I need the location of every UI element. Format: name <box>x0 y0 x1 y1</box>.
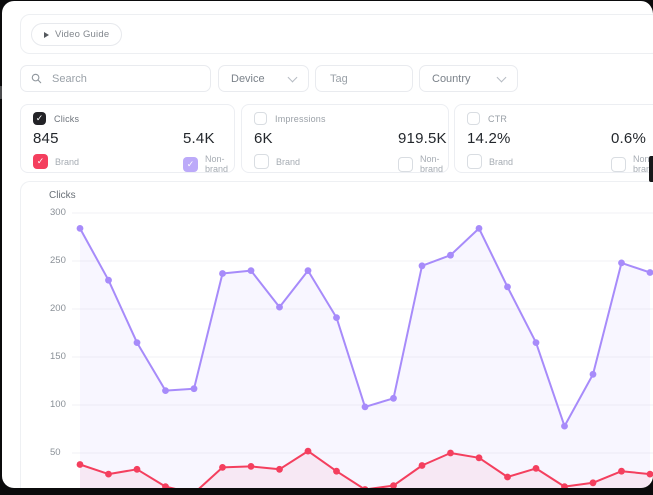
scrollbar-thumb[interactable] <box>649 156 653 182</box>
nonbrand-checkbox[interactable]: ✓ <box>183 156 198 172</box>
metric-label: Clicks <box>54 113 80 124</box>
chevron-down-icon <box>287 72 298 82</box>
brand-checkbox[interactable] <box>254 154 269 169</box>
video-guide-button[interactable]: Video Guide <box>31 23 123 46</box>
nonbrand-label: Non-brand <box>420 154 444 174</box>
search-icon <box>31 73 42 84</box>
chevron-down-icon <box>496 72 507 82</box>
chart-card <box>20 181 653 488</box>
search-box[interactable] <box>20 65 211 92</box>
brand-value: 845 <box>33 130 59 147</box>
video-guide-label: Video Guide <box>55 29 110 40</box>
clicks-checkbox[interactable]: ✓ <box>33 112 46 125</box>
search-input[interactable] <box>50 71 200 86</box>
nonbrand-value: 0.6% <box>611 130 646 147</box>
device-select-label: Device <box>231 72 265 85</box>
impressions-checkbox[interactable] <box>254 112 267 125</box>
brand-value: 14.2% <box>467 130 511 147</box>
y-axis-tick: 50 <box>50 447 61 458</box>
brand-label: Brand <box>276 156 301 167</box>
chart-title: Clicks <box>49 190 76 201</box>
brand-checkbox[interactable] <box>467 154 482 169</box>
tag-input[interactable] <box>328 71 400 86</box>
metric-card-clicks: ✓ Clicks 845 5.4K ✓ Brand ✓ Non-brand <box>20 104 235 174</box>
nonbrand-checkbox[interactable] <box>398 156 413 172</box>
nonbrand-value: 5.4K <box>183 130 215 147</box>
y-axis-tick: 100 <box>50 399 66 410</box>
play-icon <box>44 31 49 38</box>
nonbrand-label: Non-brand <box>633 154 653 174</box>
ctr-checkbox[interactable] <box>467 112 480 125</box>
nonbrand-label: Non-brand <box>205 154 229 174</box>
tag-box[interactable] <box>315 65 413 92</box>
video-guide-section: Video Guide <box>20 14 653 54</box>
metric-card-impressions: Impressions 6K 919.5K Brand Non-brand <box>241 104 449 174</box>
brand-label: Brand <box>55 156 80 167</box>
device-select[interactable]: Device <box>218 65 309 92</box>
country-select[interactable]: Country <box>419 65 518 92</box>
nonbrand-value: 919.5K <box>398 130 447 147</box>
metric-label: Impressions <box>275 113 326 124</box>
y-axis-tick: 200 <box>50 303 66 314</box>
metric-label: CTR <box>488 113 508 124</box>
brand-label: Brand <box>489 156 514 167</box>
left-edge-tab <box>0 86 3 99</box>
metric-card-ctr: CTR 14.2% 0.6% Brand Non-brand <box>454 104 653 174</box>
brand-checkbox[interactable]: ✓ <box>33 154 48 169</box>
nonbrand-checkbox[interactable] <box>611 156 626 172</box>
y-axis-tick: 150 <box>50 351 66 362</box>
y-axis-tick: 300 <box>50 207 66 218</box>
y-axis-tick: 250 <box>50 255 66 266</box>
brand-value: 6K <box>254 130 273 147</box>
country-select-label: Country <box>432 72 471 85</box>
